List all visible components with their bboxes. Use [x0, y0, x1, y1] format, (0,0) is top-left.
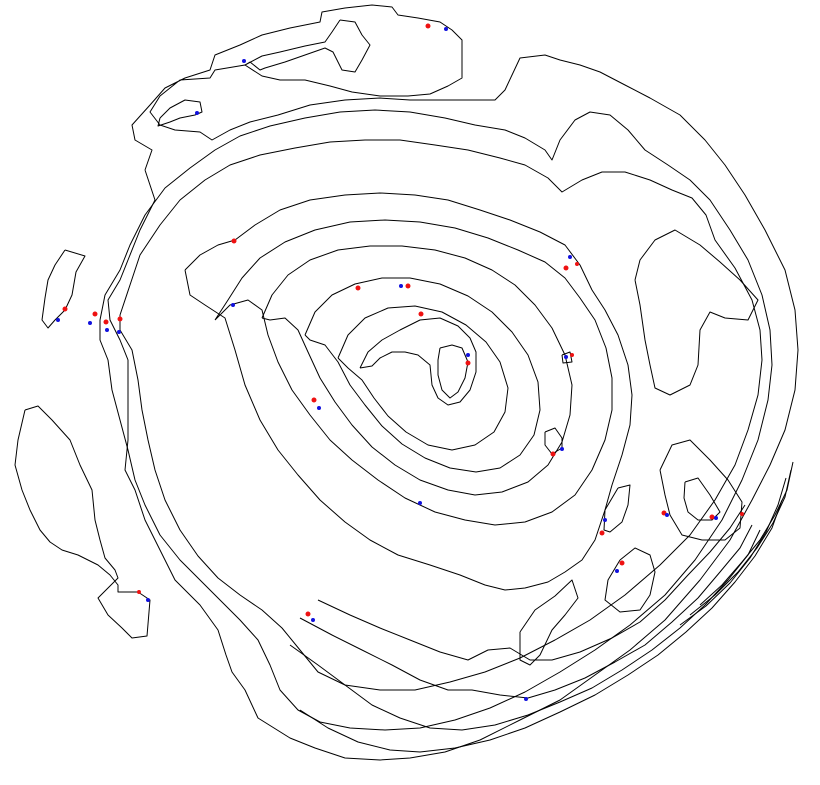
red-marker — [311, 397, 317, 403]
contour-line — [289, 529, 761, 731]
blue-marker — [714, 516, 718, 520]
blue-marker — [105, 328, 109, 332]
red-marker — [305, 611, 311, 617]
contour-line — [14, 405, 151, 639]
red-marker — [550, 451, 556, 457]
contour-lines — [14, 4, 799, 761]
contour-line — [337, 305, 509, 451]
red-marker — [709, 514, 715, 520]
contour-line — [519, 579, 579, 666]
red-marker — [599, 530, 605, 536]
red-marker — [231, 238, 237, 244]
contour-line — [683, 477, 721, 521]
red-marker — [619, 560, 625, 566]
blue-marker — [564, 355, 568, 359]
contour-line — [317, 504, 746, 661]
contour-line — [689, 469, 792, 616]
blue-marker — [418, 501, 422, 505]
blue-marker — [399, 284, 403, 288]
contour-line — [544, 427, 563, 455]
blue-marker — [311, 618, 315, 622]
red-marker — [355, 285, 361, 291]
contour-line — [184, 192, 633, 591]
blue-marker — [560, 447, 564, 451]
contour-line — [244, 19, 371, 73]
blue-marker — [242, 59, 246, 63]
red-marker — [117, 316, 123, 322]
red-marker — [563, 265, 569, 271]
blue-marker — [665, 513, 669, 517]
red-marker — [418, 311, 424, 317]
blue-marker — [603, 518, 607, 522]
blue-marker — [117, 330, 121, 334]
red-marker — [570, 353, 574, 357]
blue-marker — [524, 697, 528, 701]
contour-line — [41, 249, 86, 329]
blue-marker — [56, 318, 60, 322]
blue-marker — [568, 255, 572, 259]
red-marker — [62, 306, 68, 312]
red-marker — [137, 590, 141, 594]
blue-marker — [231, 303, 235, 307]
blue-marker — [146, 598, 150, 602]
red-marker — [740, 512, 744, 516]
point-markers — [56, 23, 744, 701]
contour-line — [359, 317, 477, 406]
contour-line — [299, 524, 753, 699]
contour-line — [99, 109, 773, 731]
red-marker — [405, 283, 411, 289]
red-marker — [465, 360, 471, 366]
contour-line — [679, 477, 787, 626]
blue-marker — [88, 321, 92, 325]
red-marker — [103, 319, 109, 325]
contour-line — [604, 547, 656, 613]
blue-marker — [317, 406, 321, 410]
contour-line — [299, 499, 783, 753]
blue-marker — [466, 353, 470, 357]
contour-line — [699, 461, 794, 606]
red-marker — [92, 311, 98, 317]
contour-line — [214, 219, 613, 526]
contour-line — [261, 245, 573, 496]
contour-line — [603, 484, 631, 533]
contour-line — [561, 351, 573, 364]
contour-line — [437, 344, 469, 399]
red-marker — [425, 23, 431, 29]
blue-marker — [195, 111, 199, 115]
contour-line — [634, 229, 759, 396]
contour-line — [119, 139, 763, 691]
red-marker — [575, 262, 579, 266]
blue-marker — [444, 27, 448, 31]
contour-line — [107, 4, 799, 761]
contour-line — [304, 277, 541, 473]
contour-line — [659, 439, 743, 541]
blue-marker — [615, 569, 619, 573]
